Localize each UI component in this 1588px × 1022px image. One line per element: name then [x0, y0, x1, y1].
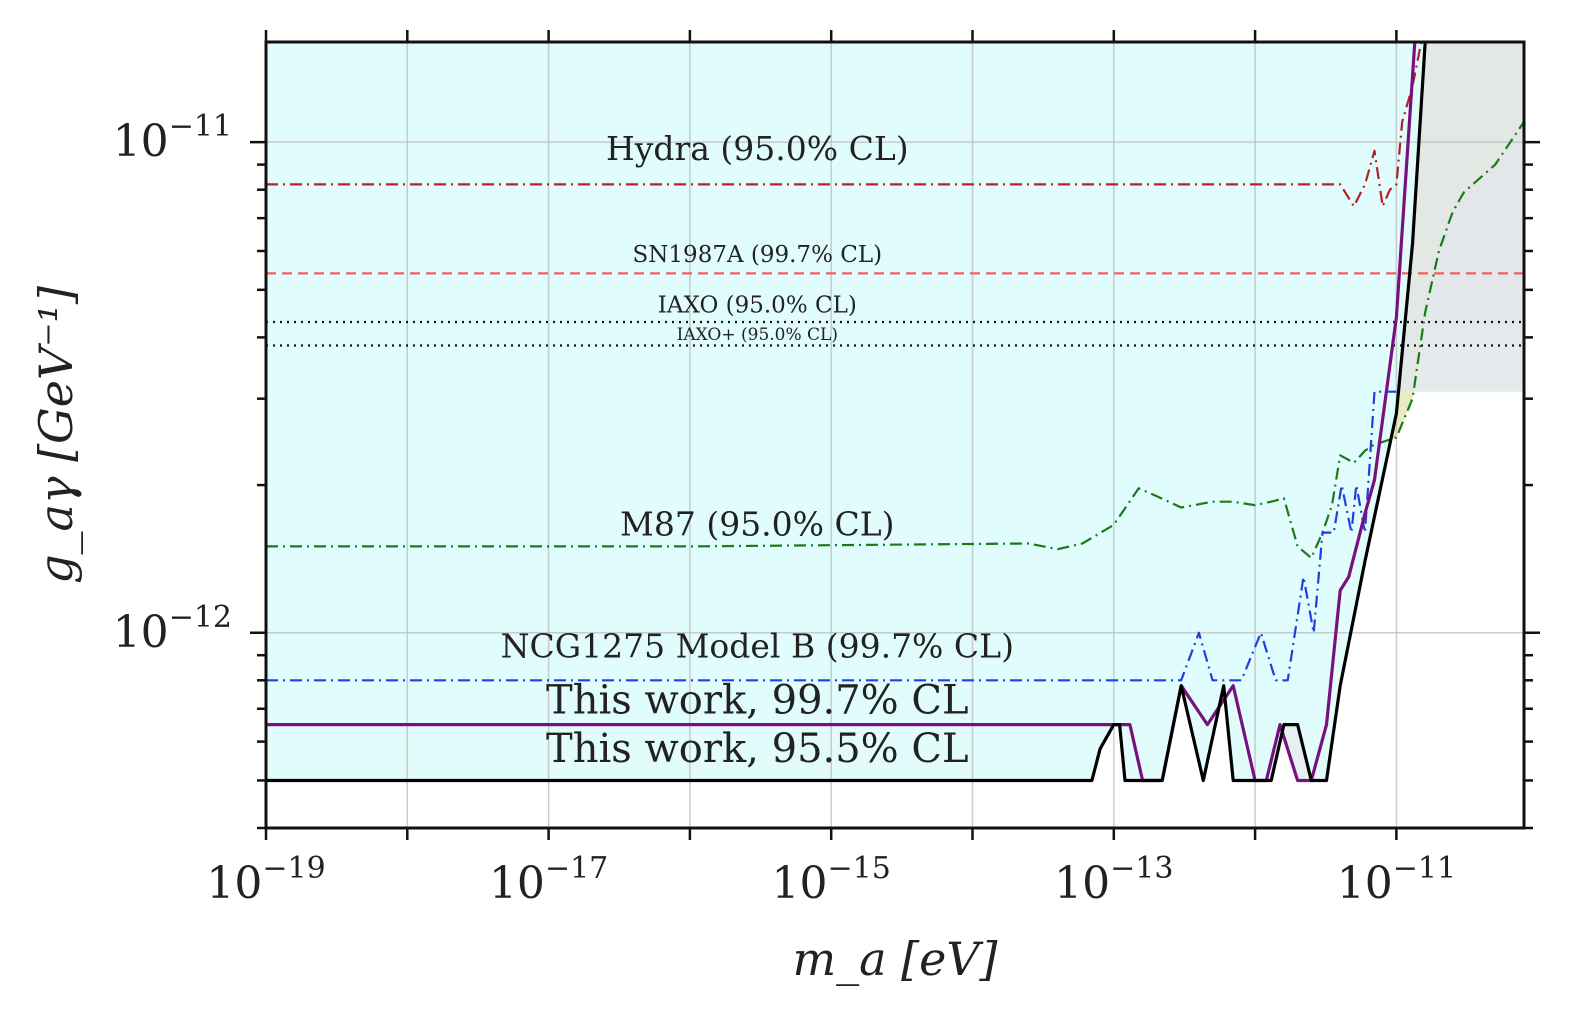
label-m87-95-0-cl: M87 (95.0% CL): [620, 504, 895, 543]
plot-frame: [264, 40, 1526, 830]
x-tick-label: 10−11: [1337, 851, 1456, 909]
y-tick-label: 10−12: [113, 600, 232, 658]
axis-ticks: [250, 30, 1540, 840]
axis-tick-labels: 10−19 10−17 10−15 10−13 10−11 10−11 10−12: [113, 109, 1456, 909]
limit-curves: [266, 42, 1524, 783]
curve-labels: Hydra (95.0% CL) SN1987A (99.7% CL) IAXO (…: [501, 129, 1014, 772]
label-iaxo-95-0-cl: IAXO+ (95.0% CL): [677, 325, 838, 345]
label-sn1987a-99-7-cl: SN1987A (99.7% CL): [633, 242, 883, 268]
y-tick-label: 10−11: [113, 109, 232, 167]
gridlines: [266, 42, 1524, 828]
label-this-work-99-7-cl: This work, 99.7% CL: [546, 677, 969, 723]
curve-hydra-95-0-cl: [266, 42, 1423, 208]
x-tick-label: 10−15: [772, 851, 891, 909]
exclusion-fills: [266, 42, 1524, 781]
curve-this-work-95-5-cl: [266, 42, 1427, 783]
curve-ncg1275-model-b-99-7-cl: [266, 390, 1397, 682]
label-iaxo-95-0-cl: IAXO (95.0% CL): [658, 292, 857, 318]
fill-this-work-95-5-cl: [266, 42, 1524, 781]
x-tick-label: 10−17: [489, 851, 608, 909]
x-tick-label: 10−19: [206, 851, 325, 909]
x-tick-label: 10−13: [1054, 851, 1173, 909]
label-hydra-95-0-cl: Hydra (95.0% CL): [606, 129, 909, 168]
curve-m87-95-0-cl: [266, 121, 1524, 560]
label-ncg1275-model-b-99-7-cl: NCG1275 Model B (99.7% CL): [501, 627, 1014, 666]
y-axis-title: g_aγ [GeV⁻¹]: [29, 286, 83, 584]
x-axis-title: m_a [eV]: [792, 932, 997, 986]
label-this-work-95-5-cl: This work, 95.5% CL: [546, 726, 969, 772]
